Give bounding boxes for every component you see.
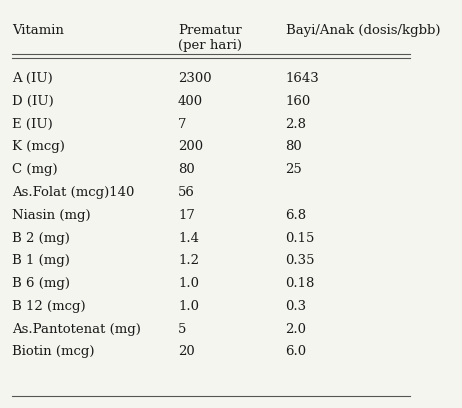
Text: 1.4: 1.4 <box>178 232 199 244</box>
Text: C (mg): C (mg) <box>12 163 58 176</box>
Text: 6.8: 6.8 <box>286 209 307 222</box>
Text: 2.0: 2.0 <box>286 323 306 336</box>
Text: 160: 160 <box>286 95 311 108</box>
Text: Vitamin: Vitamin <box>12 24 64 37</box>
Text: As.Folat (mcg)140: As.Folat (mcg)140 <box>12 186 135 199</box>
Text: B 6 (mg): B 6 (mg) <box>12 277 70 290</box>
Text: 2300: 2300 <box>178 72 212 85</box>
Text: E (IU): E (IU) <box>12 118 53 131</box>
Text: 2.8: 2.8 <box>286 118 306 131</box>
Text: 0.15: 0.15 <box>286 232 315 244</box>
Text: 1.0: 1.0 <box>178 300 199 313</box>
Text: 1.2: 1.2 <box>178 254 199 267</box>
Text: 0.35: 0.35 <box>286 254 315 267</box>
Text: B 2 (mg): B 2 (mg) <box>12 232 70 244</box>
Text: B 1 (mg): B 1 (mg) <box>12 254 70 267</box>
Text: 80: 80 <box>286 140 302 153</box>
Text: 200: 200 <box>178 140 203 153</box>
Text: 20: 20 <box>178 346 195 359</box>
Text: 25: 25 <box>286 163 302 176</box>
Text: 56: 56 <box>178 186 195 199</box>
Text: 400: 400 <box>178 95 203 108</box>
Text: 7: 7 <box>178 118 187 131</box>
Text: Prematur
(per hari): Prematur (per hari) <box>178 24 242 52</box>
Text: A (IU): A (IU) <box>12 72 53 85</box>
Text: D (IU): D (IU) <box>12 95 54 108</box>
Text: As.Pantotenat (mg): As.Pantotenat (mg) <box>12 323 141 336</box>
Text: Biotin (mcg): Biotin (mcg) <box>12 346 95 359</box>
Text: Niasin (mg): Niasin (mg) <box>12 209 91 222</box>
Text: 0.3: 0.3 <box>286 300 307 313</box>
Text: 6.0: 6.0 <box>286 346 307 359</box>
Text: 0.18: 0.18 <box>286 277 315 290</box>
Text: 80: 80 <box>178 163 195 176</box>
Text: 1643: 1643 <box>286 72 319 85</box>
Text: B 12 (mcg): B 12 (mcg) <box>12 300 86 313</box>
Text: K (mcg): K (mcg) <box>12 140 65 153</box>
Text: 1.0: 1.0 <box>178 277 199 290</box>
Text: Bayi/Anak (dosis/kgbb): Bayi/Anak (dosis/kgbb) <box>286 24 440 37</box>
Text: 5: 5 <box>178 323 186 336</box>
Text: 17: 17 <box>178 209 195 222</box>
